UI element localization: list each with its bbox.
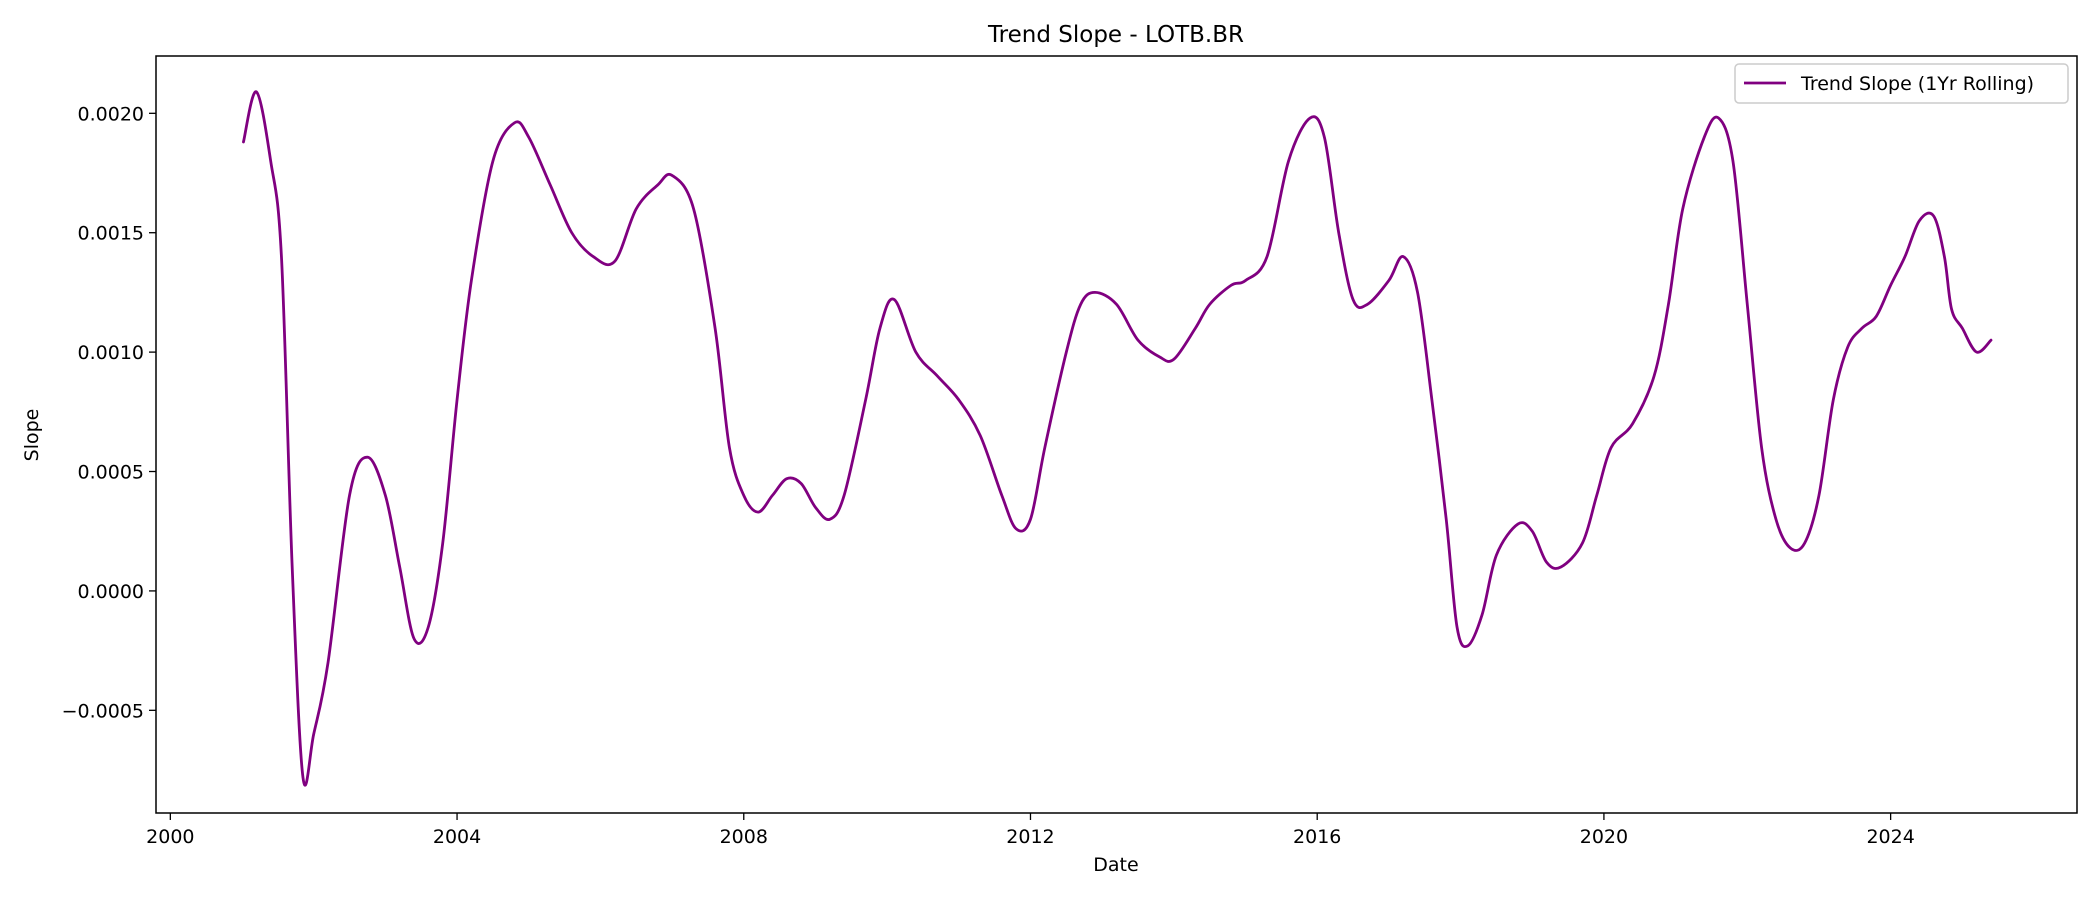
y-tick-label: 0.0020	[78, 103, 144, 125]
legend-box	[1734, 63, 2069, 104]
plot-frame	[155, 55, 2078, 814]
y-axis-label: Slope	[21, 409, 43, 462]
series-line-layer	[242, 90, 1993, 787]
y-tick-label: 0.0000	[78, 581, 144, 603]
y-axis: −0.0005 0.0000 0.0005 0.0010 0.0015 0.0020	[62, 103, 156, 722]
x-tick-label: 2020	[1580, 826, 1628, 848]
y-tick-label: 0.0015	[78, 223, 144, 245]
x-tick-label: 2024	[1866, 826, 1914, 848]
series-line	[242, 90, 1993, 787]
chart-title: Trend Slope - LOTB.BR	[987, 22, 1244, 48]
x-tick-label: 2012	[1006, 826, 1054, 848]
plot-area	[155, 55, 2078, 814]
x-tick-label: 2008	[720, 826, 768, 848]
x-axis-label: Date	[1093, 854, 1138, 876]
x-axis: 2000 2004 2008 2012 2016 2020 2024	[146, 813, 1915, 848]
y-tick-label: 0.0005	[78, 462, 144, 484]
legend: Trend Slope (1Yr Rolling)	[1734, 63, 2069, 104]
legend-label: Trend Slope (1Yr Rolling)	[1800, 73, 2034, 95]
y-tick-label: 0.0010	[78, 342, 144, 364]
x-tick-label: 2000	[146, 826, 194, 848]
x-tick-label: 2016	[1293, 826, 1341, 848]
x-tick-label: 2004	[433, 826, 481, 848]
y-tick-label: −0.0005	[62, 700, 144, 722]
